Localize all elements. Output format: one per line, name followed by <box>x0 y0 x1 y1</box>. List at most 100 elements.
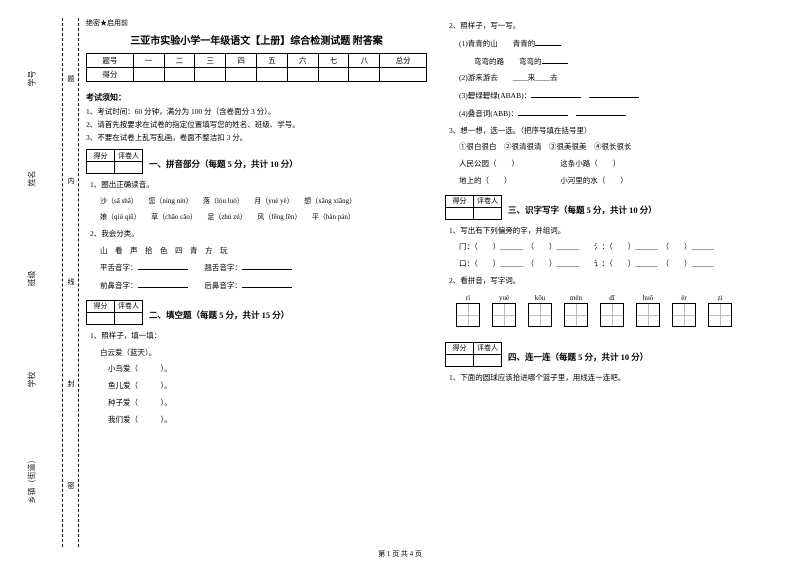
grader-cell: 得分 <box>446 195 474 207</box>
q2-1-item: 种子爱（ ）。 <box>108 397 427 410</box>
q2-2-item: (1)青青的山 青青的 <box>459 37 786 51</box>
tianzige-row: rì yuè kǒu mén dī huǒ ér zi <box>451 294 786 327</box>
grader-cell: 得分 <box>87 300 115 312</box>
label: 翘舌音字： <box>204 263 242 272</box>
ruby: zi <box>705 294 735 302</box>
section-4-title: 四、连一连（每题 5 分，共计 10 分） <box>508 352 648 362</box>
q2-1-hint: 白云爱（蓝天）。 <box>100 347 427 360</box>
page-footer: 第 1 页 共 4 页 <box>0 549 800 559</box>
section-2-header: 得分评卷人 二、填空题（每题 5 分，共计 15 分） <box>86 295 427 328</box>
grader-cell <box>446 354 474 366</box>
q1-2-chars: 山 看 声 拾 色 四 青 方 玩 <box>100 245 427 258</box>
tianzige-box <box>636 303 660 327</box>
left-column: 绝密★启用前 三亚市实验小学一年级语文【上册】综合检测试题 附答案 题号 一 二… <box>86 18 427 540</box>
section-1-title: 一、拼音部分（每题 5 分，共计 10 分） <box>149 159 298 169</box>
ruby: rì <box>453 294 483 302</box>
score-table: 题号 一 二 三 四 五 六 七 八 总分 得分 <box>86 53 427 82</box>
q2-3-row: 人民公园（ ） 这条小路（ ） <box>459 158 786 171</box>
grader-box: 得分评卷人 <box>86 149 143 174</box>
binding-label: 姓名 <box>27 171 38 187</box>
blank <box>576 107 626 116</box>
seal-chars: 题 内 线 封 密 <box>66 28 76 537</box>
grader-cell <box>87 312 115 324</box>
tz-cell: yuè <box>489 294 519 327</box>
section-4-header: 得分评卷人 四、连一连（每题 5 分，共计 10 分） <box>445 337 786 370</box>
q2-2-item: 弯弯的路 弯弯的 <box>459 55 786 69</box>
tianzige-box <box>456 303 480 327</box>
seal-char: 线 <box>68 277 75 287</box>
blank <box>138 279 188 288</box>
tianzige-box <box>672 303 696 327</box>
score-header: 二 <box>164 54 195 68</box>
blank <box>242 261 292 270</box>
right-column: 2、照样子，写一写。 (1)青青的山 青青的 弯弯的路 弯弯的 (2)游来游去 … <box>445 18 786 540</box>
blank <box>542 55 568 64</box>
score-header: 七 <box>318 54 349 68</box>
section-3-title: 三、识字写字（每题 5 分，共计 10 分） <box>508 205 657 215</box>
section-3-header: 得分评卷人 三、识字写字（每题 5 分，共计 10 分） <box>445 190 786 223</box>
grader-box: 得分评卷人 <box>445 342 502 367</box>
tianzige-box <box>528 303 552 327</box>
blank <box>531 89 581 98</box>
exam-title: 三亚市实验小学一年级语文【上册】综合检测试题 附答案 <box>86 32 427 47</box>
grader-cell: 评卷人 <box>115 150 143 162</box>
grader-cell: 评卷人 <box>115 300 143 312</box>
q3-1-row: 口：（ ）______ （ ）______ 讠：（ ）______ （ ）___… <box>459 258 786 271</box>
score-cell: 得分 <box>87 68 134 82</box>
label: 前鼻音字： <box>100 281 138 290</box>
seal-char: 封 <box>68 379 75 389</box>
binding-label: 乡镇（街道） <box>27 456 38 504</box>
q2-2-item: (4)叠音词(ABB)： <box>459 107 786 121</box>
q4-1: 1、下面的圆球应该拾进哪个篮子里，用线连一连吧。 <box>449 372 786 385</box>
ruby: kǒu <box>525 294 555 302</box>
tianzige-box <box>600 303 624 327</box>
grader-cell <box>474 354 502 366</box>
tianzige-box <box>492 303 516 327</box>
section-2-title: 二、填空题（每题 5 分，共计 15 分） <box>149 310 289 320</box>
grader-cell: 得分 <box>446 342 474 354</box>
label: 平舌音字： <box>100 263 138 272</box>
score-header: 一 <box>133 54 164 68</box>
score-cell <box>349 68 380 82</box>
grader-cell <box>115 162 143 174</box>
blank <box>138 261 188 270</box>
score-cell <box>318 68 349 82</box>
grader-cell <box>446 207 474 219</box>
q2-1-item: 鱼儿爱（ ）。 <box>108 380 427 393</box>
score-header: 六 <box>287 54 318 68</box>
q2-3-opts: ①很白很白 ②很清很清 ③很美很美 ④很长很长 <box>459 141 786 154</box>
q2-2-item: (3)碧绿碧绿(ABAB)： <box>459 89 786 103</box>
q1-2-row: 平舌音字： 翘舌音字： <box>100 261 427 275</box>
seal-dashline-2 <box>78 18 79 547</box>
q1-1: 1、圈出正确读音。 <box>90 179 427 192</box>
score-header: 四 <box>226 54 257 68</box>
tz-cell: rì <box>453 294 483 327</box>
exam-page: 学号 姓名 班级 学校 乡镇（街道） 题 内 线 封 密 绝密★启用前 三亚市实… <box>0 0 800 540</box>
q2-1-item: 我们爱（ ）。 <box>108 414 427 427</box>
q1-1-row: 沙（sā shā） 您（níng nín） 落（lòu luò） 月（yuè y… <box>100 196 427 208</box>
ruby: mén <box>561 294 591 302</box>
section-1-header: 得分评卷人 一、拼音部分（每题 5 分，共计 10 分） <box>86 144 427 177</box>
seal-char: 内 <box>68 176 75 186</box>
binding-column: 学号 姓名 班级 学校 乡镇（街道） <box>14 18 50 540</box>
q2-2: 2、照样子，写一写。 <box>449 20 786 33</box>
tz-cell: huǒ <box>633 294 663 327</box>
score-cell <box>287 68 318 82</box>
q3-1-row: 门：（ ）______ （ ）______ 氵：（ ）______ （ ）___… <box>459 241 786 254</box>
grader-cell <box>474 207 502 219</box>
tz-cell: kǒu <box>525 294 555 327</box>
binding-label: 学号 <box>27 70 38 86</box>
q2-2-item: (2)游来游去 ____来____去 <box>459 72 786 85</box>
q1-1-row: 娘（qiú qiū） 草（chāo cǎo） 足（zhú zú） 风（fēng … <box>100 212 427 224</box>
ruby: huǒ <box>633 294 663 302</box>
grader-cell <box>87 162 115 174</box>
q2-3: 3、想一想，选一选。（把序号填在括号里） <box>449 125 786 138</box>
blank <box>535 37 561 46</box>
score-cell <box>257 68 288 82</box>
score-cell <box>164 68 195 82</box>
blank <box>242 279 292 288</box>
binding-label: 班级 <box>27 271 38 287</box>
grader-cell: 评卷人 <box>474 195 502 207</box>
tz-cell: zi <box>705 294 735 327</box>
notice-heading: 考试须知： <box>86 92 427 103</box>
